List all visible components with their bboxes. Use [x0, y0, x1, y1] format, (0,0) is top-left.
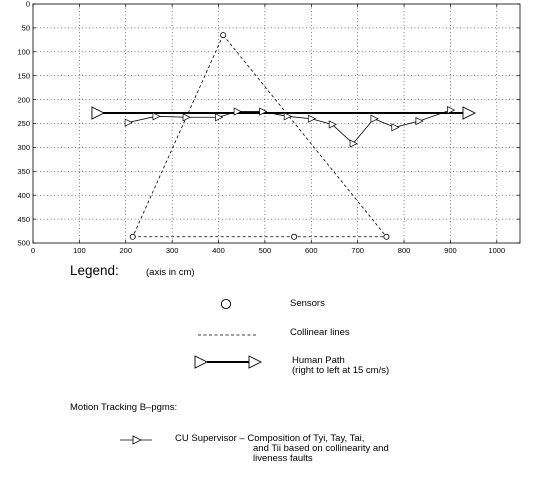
- x-tick-label: 900: [444, 246, 457, 255]
- cu-supervisor-point: [307, 114, 317, 123]
- cu-supervisor-point: [124, 118, 133, 127]
- y-tick-label: 200: [17, 95, 30, 104]
- sensor-point: [220, 32, 227, 39]
- sensor-point: [291, 233, 298, 240]
- sensor-point: [129, 233, 136, 240]
- cu-supervisor-point: [152, 112, 161, 121]
- cu-supervisor-point: [259, 107, 268, 116]
- y-tick-label: 400: [17, 191, 30, 200]
- y-tick-label: 100: [17, 48, 30, 57]
- cu-supervisor-point: [415, 117, 424, 126]
- human-path-end-marker: [462, 106, 476, 120]
- cu-supervisor-point: [447, 106, 456, 115]
- legend-title: Legend:: [70, 263, 119, 278]
- y-tick-label: 0: [26, 0, 30, 9]
- dashed-line-legend-icon: [198, 334, 257, 336]
- legend-label-human-path: Human Path: [292, 355, 345, 366]
- x-tick-label: 600: [305, 246, 318, 255]
- x-tick-label: 1000: [488, 246, 505, 255]
- cu-supervisor-point: [182, 113, 191, 122]
- sensor-point: [383, 233, 390, 240]
- legend-label-cu-line2: and Tii based on collinearity and: [253, 443, 389, 454]
- axis-unit-note: (axis in cm): [146, 267, 195, 278]
- cu-supervisor-point: [328, 120, 337, 129]
- y-tick-label: 450: [17, 215, 30, 224]
- cu-supervisor-point: [391, 123, 400, 132]
- y-tick-label: 500: [17, 239, 30, 248]
- cu-supervisor-point: [283, 112, 292, 121]
- chart: 0 100 200 300 400 500 600 700 800 900 1000 0 50 100 15…: [17, 0, 521, 255]
- cu-supervisor-point: [233, 107, 242, 116]
- sensor-legend-icon: [220, 298, 232, 310]
- axis-ticks: 0 100 200 300 400 500 600 700 800 900 1000 0 50 100 15…: [17, 0, 520, 255]
- motion-tracking-title: Motion Tracking B–pgms:: [70, 402, 178, 413]
- cu-supervisor-point: [215, 113, 224, 122]
- x-tick-label: 700: [351, 246, 364, 255]
- y-tick-label: 150: [17, 71, 30, 80]
- legend-label-cu-line1: CU Supervisor – Composition of Tyi, Tay,…: [175, 433, 365, 444]
- x-tick-label: 200: [120, 246, 133, 255]
- x-tick-label: 500: [259, 246, 272, 255]
- collinear-line: [222, 34, 387, 238]
- x-tick-label: 300: [166, 246, 179, 255]
- y-tick-label: 250: [17, 119, 30, 128]
- cu-supervisor-point: [370, 114, 379, 123]
- collinear-line: [132, 34, 224, 237]
- cu-supervisor-point: [349, 139, 358, 148]
- x-tick-label: 0: [31, 246, 35, 255]
- human-path-start-marker: [91, 106, 105, 120]
- data-series: [91, 32, 476, 240]
- y-tick-label: 50: [22, 24, 30, 33]
- legend-label-human-path-sub: (right to left at 15 cm/s): [292, 365, 390, 376]
- legend-label-sensors: Sensors: [290, 298, 325, 309]
- y-tick-label: 350: [17, 167, 30, 176]
- legend-label-cu-line3: liveness faults: [253, 453, 313, 464]
- legend-label-collinear: Collinear lines: [290, 327, 350, 338]
- cu-supervisor-line: [127, 109, 451, 145]
- x-tick-label: 100: [73, 246, 86, 255]
- y-tick-label: 300: [17, 143, 30, 152]
- x-tick-label: 800: [398, 246, 411, 255]
- human-path-legend-icon: [194, 355, 263, 369]
- x-tick-label: 400: [212, 246, 225, 255]
- grid: [33, 4, 520, 243]
- cu-supervisor-legend-icon: [120, 435, 152, 445]
